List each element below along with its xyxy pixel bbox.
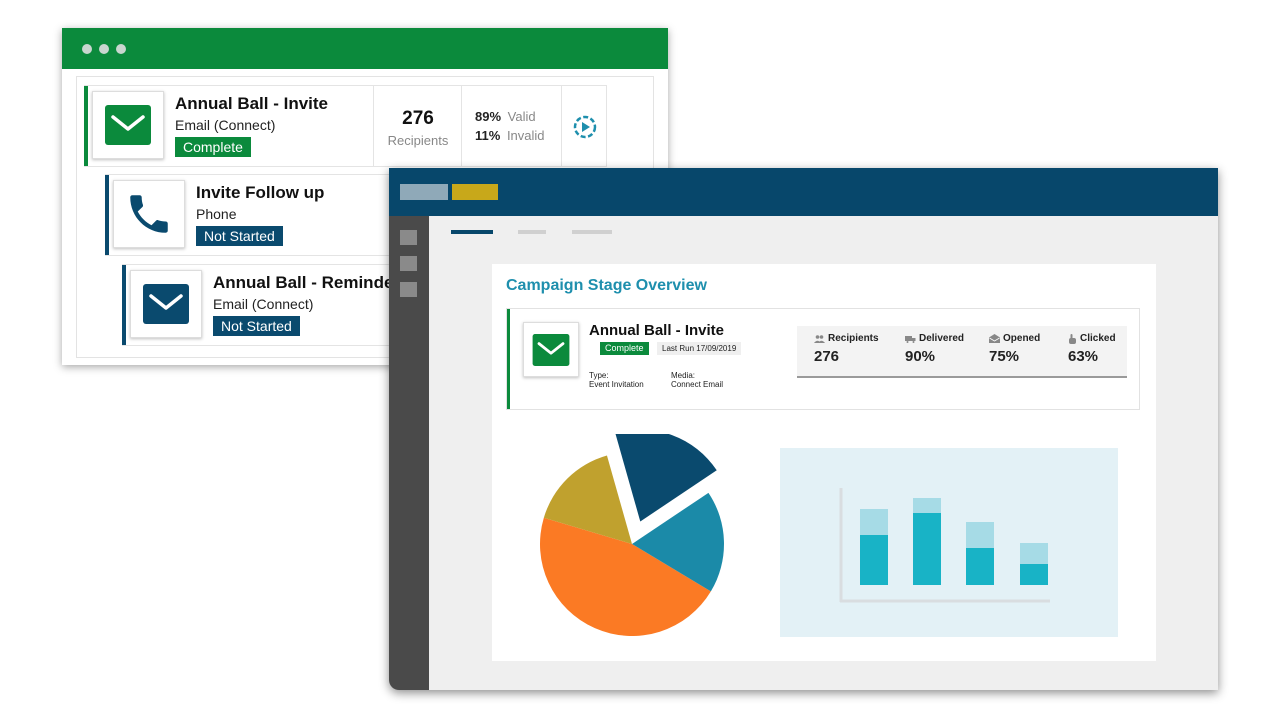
recipients-label: Recipients xyxy=(387,133,449,148)
stat-value: 63% xyxy=(1068,348,1099,365)
envelope-icon xyxy=(532,333,570,366)
window-titlebar xyxy=(62,28,668,69)
bar-segment-dark xyxy=(913,513,941,585)
tab-active[interactable] xyxy=(451,230,493,234)
bar-segment-dark xyxy=(860,535,888,585)
recipients-cell: 276 Recipients xyxy=(373,86,461,166)
stat-delivered: Delivered 90% xyxy=(905,333,964,365)
stage-title: Annual Ball - Invite xyxy=(175,94,329,113)
people-icon xyxy=(814,334,825,343)
bar-segment-dark xyxy=(1020,564,1048,585)
stage-row-follow-up[interactable]: Invite Follow up Phone Not Started xyxy=(105,174,435,256)
window-control-dot[interactable] xyxy=(82,44,92,54)
bar-segment-light xyxy=(966,522,994,548)
row-accent xyxy=(105,175,109,255)
media-label: Media: xyxy=(671,371,696,380)
bar-chart-panel xyxy=(780,448,1118,637)
window-control-dot[interactable] xyxy=(116,44,126,54)
bar-segment-light xyxy=(860,509,888,535)
open-envelope-icon xyxy=(989,334,1000,343)
tab[interactable] xyxy=(572,230,612,234)
sidebar xyxy=(389,216,429,690)
run-progress-icon[interactable] xyxy=(572,114,598,140)
status-badge: Complete xyxy=(600,342,649,355)
type-value: Event Invitation xyxy=(589,380,644,389)
stat-clicked: Clicked 63% xyxy=(1068,333,1116,365)
stat-label: Delivered xyxy=(919,333,965,344)
bar-segment-light xyxy=(1020,543,1048,564)
stage-title: Annual Ball - Reminder xyxy=(213,273,401,292)
stat-label: Opened xyxy=(1003,333,1041,344)
window-control-dot[interactable] xyxy=(99,44,109,54)
campaign-title: Annual Ball - Invite xyxy=(589,322,725,339)
logo-placeholder xyxy=(400,184,448,200)
bar-chart xyxy=(839,488,1050,603)
stage-subtitle: Email (Connect) xyxy=(175,117,276,133)
envelope-icon xyxy=(143,284,189,324)
truck-icon xyxy=(905,335,916,343)
recipients-count: 276 xyxy=(402,108,434,129)
stats-panel: Recipients 276 Delivered 90% Opened 75% … xyxy=(797,326,1127,378)
stat-label: Recipients xyxy=(828,333,879,344)
valid-pct: 89% xyxy=(475,109,502,124)
type-label: Type: xyxy=(589,371,609,380)
sidebar-nav-item[interactable] xyxy=(400,282,417,297)
stage-subtitle: Phone xyxy=(196,206,237,222)
last-run-label: Last Run 17/09/2019 xyxy=(657,342,742,355)
stat-opened: Opened 75% xyxy=(989,333,1040,365)
pie-slice-olive xyxy=(543,455,632,544)
run-cell xyxy=(561,86,607,166)
stage-title: Invite Follow up xyxy=(196,183,325,202)
stage-subtitle: Email (Connect) xyxy=(213,296,314,312)
pointer-icon xyxy=(1069,333,1076,344)
phone-icon xyxy=(130,195,168,233)
stat-value: 90% xyxy=(905,348,936,365)
pie-slice-orange xyxy=(540,517,711,636)
stage-icon-box xyxy=(130,270,202,338)
row-accent xyxy=(122,265,126,345)
stage-row-invite[interactable]: Annual Ball - Invite Email (Connect) Com… xyxy=(84,85,607,167)
pie-slice-navy xyxy=(615,434,717,522)
brand-placeholder xyxy=(452,184,498,200)
status-badge: Not Started xyxy=(213,316,300,336)
invalid-label: Invalid xyxy=(506,128,545,143)
status-badge: Complete xyxy=(175,137,251,157)
overview-window: Campaign Stage Overview Annual Ball - In… xyxy=(389,168,1218,690)
stat-value: 75% xyxy=(989,348,1020,365)
tab[interactable] xyxy=(518,230,546,234)
status-badge: Not Started xyxy=(196,226,283,246)
card-title: Campaign Stage Overview xyxy=(506,277,707,294)
stage-icon-box xyxy=(113,180,185,248)
invalid-line: 11% Invalid xyxy=(475,128,545,143)
bar-segment-light xyxy=(913,498,941,513)
valid-label: Valid xyxy=(507,109,536,124)
row-accent xyxy=(507,309,510,409)
stage-icon-box xyxy=(523,322,579,377)
media-value: Connect Email xyxy=(671,380,724,389)
campaign-summary[interactable]: Annual Ball - Invite Complete Last Run 1… xyxy=(506,308,1140,410)
valid-line: 89% Valid xyxy=(475,109,536,124)
pie-chart xyxy=(540,434,724,636)
invalid-pct: 11% xyxy=(475,128,501,143)
stat-recipients: Recipients 276 xyxy=(814,333,879,365)
stage-icon-box xyxy=(92,91,164,159)
pie-slice-teal xyxy=(632,492,724,592)
top-bar xyxy=(389,168,1218,216)
sidebar-nav-item[interactable] xyxy=(400,230,417,245)
envelope-icon xyxy=(105,105,151,145)
stat-value: 276 xyxy=(814,348,840,365)
sidebar-nav-item[interactable] xyxy=(400,256,417,271)
validity-cell: 89% Valid 11% Invalid xyxy=(461,86,561,166)
bar-segment-dark xyxy=(966,548,994,585)
stat-label: Clicked xyxy=(1080,333,1116,344)
row-accent xyxy=(84,86,88,166)
overview-card: Campaign Stage Overview Annual Ball - In… xyxy=(492,264,1156,661)
